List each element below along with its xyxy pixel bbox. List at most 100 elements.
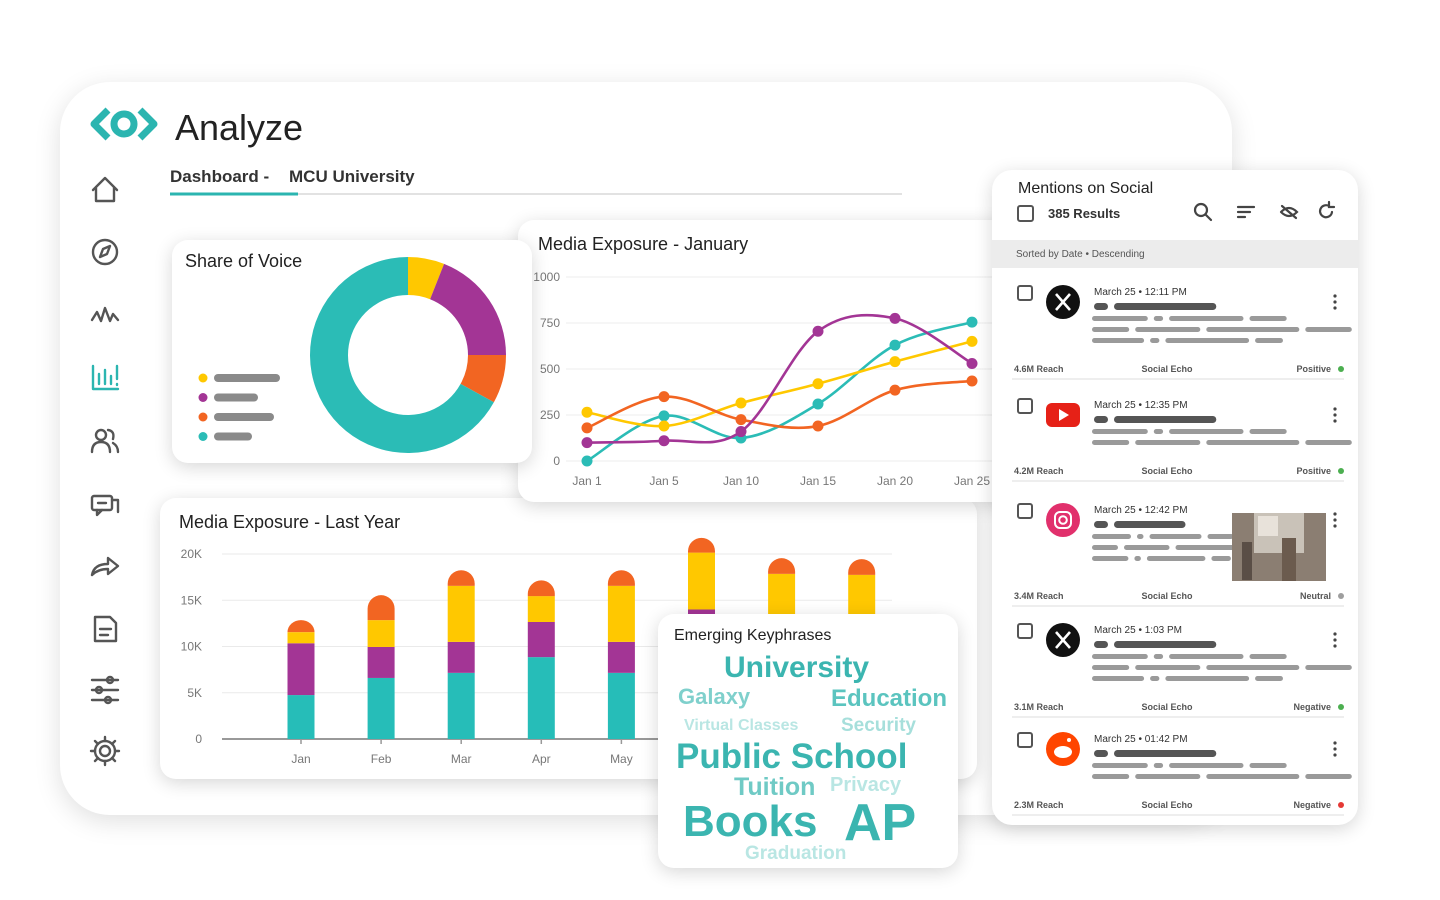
breadcrumb[interactable]: Dashboard - xyxy=(170,167,269,186)
platform-icon xyxy=(1046,503,1080,537)
sentiment-dot xyxy=(1338,468,1344,474)
series-line xyxy=(586,340,973,428)
y-tick-label: 20K xyxy=(181,547,202,561)
donut-slice xyxy=(309,257,494,453)
bar-segment xyxy=(688,552,715,610)
text-placeholder xyxy=(1305,440,1352,445)
nav-analyze[interactable] xyxy=(91,364,120,391)
keyword[interactable]: Security xyxy=(841,715,916,736)
text-placeholder xyxy=(1150,676,1160,681)
data-point xyxy=(966,357,978,369)
x-tick-label: Jan 10 xyxy=(723,474,759,488)
item-checkbox[interactable] xyxy=(1017,623,1033,639)
legend-swatch xyxy=(198,373,208,383)
nav-publish[interactable] xyxy=(90,556,120,577)
bar-segment xyxy=(848,559,876,575)
post-date: March 25 • 12:11 PM xyxy=(1094,287,1187,298)
bar-segment xyxy=(367,646,395,678)
sentiment: Negative xyxy=(1293,800,1331,810)
more-menu-dot xyxy=(1333,300,1337,304)
refresh-button[interactable] xyxy=(1318,200,1336,219)
hide-button[interactable] xyxy=(1279,204,1299,220)
source: Social Echo xyxy=(1141,800,1193,810)
item-checkbox[interactable] xyxy=(1017,503,1033,519)
text-placeholder xyxy=(1135,440,1201,445)
y-tick-label: 5K xyxy=(187,686,202,700)
item-checkbox[interactable] xyxy=(1017,732,1033,748)
keyword[interactable]: Graduation xyxy=(745,843,846,864)
text-placeholder xyxy=(1249,763,1287,768)
keyword[interactable]: Education xyxy=(831,685,947,712)
x-tick-label: May xyxy=(610,752,633,766)
data-point xyxy=(658,391,670,403)
nav-trends[interactable] xyxy=(90,306,120,323)
bar-segment xyxy=(367,620,395,647)
sort-button[interactable] xyxy=(1236,205,1256,219)
keyword[interactable]: Books xyxy=(683,797,817,846)
january-chart: Media Exposure - January 0 250 500 750 1000 J… xyxy=(533,234,1018,488)
data-point xyxy=(889,356,901,368)
keyword[interactable]: University xyxy=(724,651,869,684)
nav-explore[interactable] xyxy=(91,238,119,266)
reach: 2.3M Reach xyxy=(1014,800,1064,810)
logo xyxy=(90,107,158,141)
more-menu-dot xyxy=(1333,524,1337,528)
data-point xyxy=(658,435,670,447)
data-point xyxy=(581,455,593,467)
text-placeholder xyxy=(1211,556,1231,561)
more-menu-dot xyxy=(1333,294,1337,298)
text-placeholder xyxy=(1150,338,1160,343)
text-placeholder xyxy=(1169,654,1244,659)
data-point xyxy=(812,398,824,410)
text-placeholder xyxy=(1092,763,1148,768)
bar-segment xyxy=(607,641,635,673)
reach: 3.4M Reach xyxy=(1014,591,1064,601)
bar-segment xyxy=(527,621,555,658)
text-placeholder xyxy=(1175,545,1241,550)
text-placeholder xyxy=(1165,676,1250,681)
legend-placeholder xyxy=(214,374,280,382)
item-checkbox[interactable] xyxy=(1017,285,1033,301)
text-placeholder xyxy=(1169,763,1244,768)
text-placeholder xyxy=(1153,316,1164,321)
nav-reports[interactable] xyxy=(93,615,118,643)
select-all-checkbox[interactable] xyxy=(1017,205,1034,222)
search-button[interactable] xyxy=(1193,202,1213,222)
data-point xyxy=(889,312,901,324)
bar-segment xyxy=(527,596,555,622)
breadcrumb[interactable]: MCU University xyxy=(289,167,415,186)
nav-settings-sliders[interactable] xyxy=(90,675,120,705)
reach: 4.6M Reach xyxy=(1014,364,1064,374)
text-placeholder xyxy=(1092,665,1130,670)
january-card: Media Exposure - January 0 250 500 750 1000 J… xyxy=(518,220,1018,502)
reach: 3.1M Reach xyxy=(1014,702,1064,712)
text-placeholder xyxy=(1249,654,1287,659)
text-placeholder xyxy=(1206,440,1300,445)
keyword[interactable]: Privacy xyxy=(830,774,902,796)
text-placeholder xyxy=(1124,545,1170,550)
text-placeholder xyxy=(1149,534,1202,539)
keyword[interactable]: AP xyxy=(844,794,916,852)
text-placeholder xyxy=(1135,774,1201,779)
keyword[interactable]: Public School xyxy=(676,737,907,776)
nav-messages[interactable] xyxy=(90,494,120,517)
keyword[interactable]: Virtual Classes xyxy=(684,717,799,734)
text-placeholder xyxy=(1092,338,1145,343)
item-checkbox[interactable] xyxy=(1017,398,1033,414)
more-menu-dot xyxy=(1333,407,1337,411)
bar-segment xyxy=(447,641,475,673)
more-menu-dot xyxy=(1333,512,1337,516)
keyword[interactable]: Galaxy xyxy=(678,684,751,709)
keyword[interactable]: Tuition xyxy=(734,773,815,801)
nav-gear[interactable] xyxy=(89,735,121,767)
x-tick-label: Jan xyxy=(291,752,310,766)
bar-segment xyxy=(367,595,395,621)
nav-home[interactable] xyxy=(91,176,119,203)
bar-segment xyxy=(447,585,475,642)
nav-people[interactable] xyxy=(90,428,120,454)
bar-segment xyxy=(527,657,555,739)
share-of-voice-chart: Share of Voice xyxy=(185,251,506,453)
post-date: March 25 • 12:35 PM xyxy=(1094,400,1188,411)
x-tick-label: Feb xyxy=(371,752,392,766)
text-placeholder xyxy=(1305,665,1352,670)
